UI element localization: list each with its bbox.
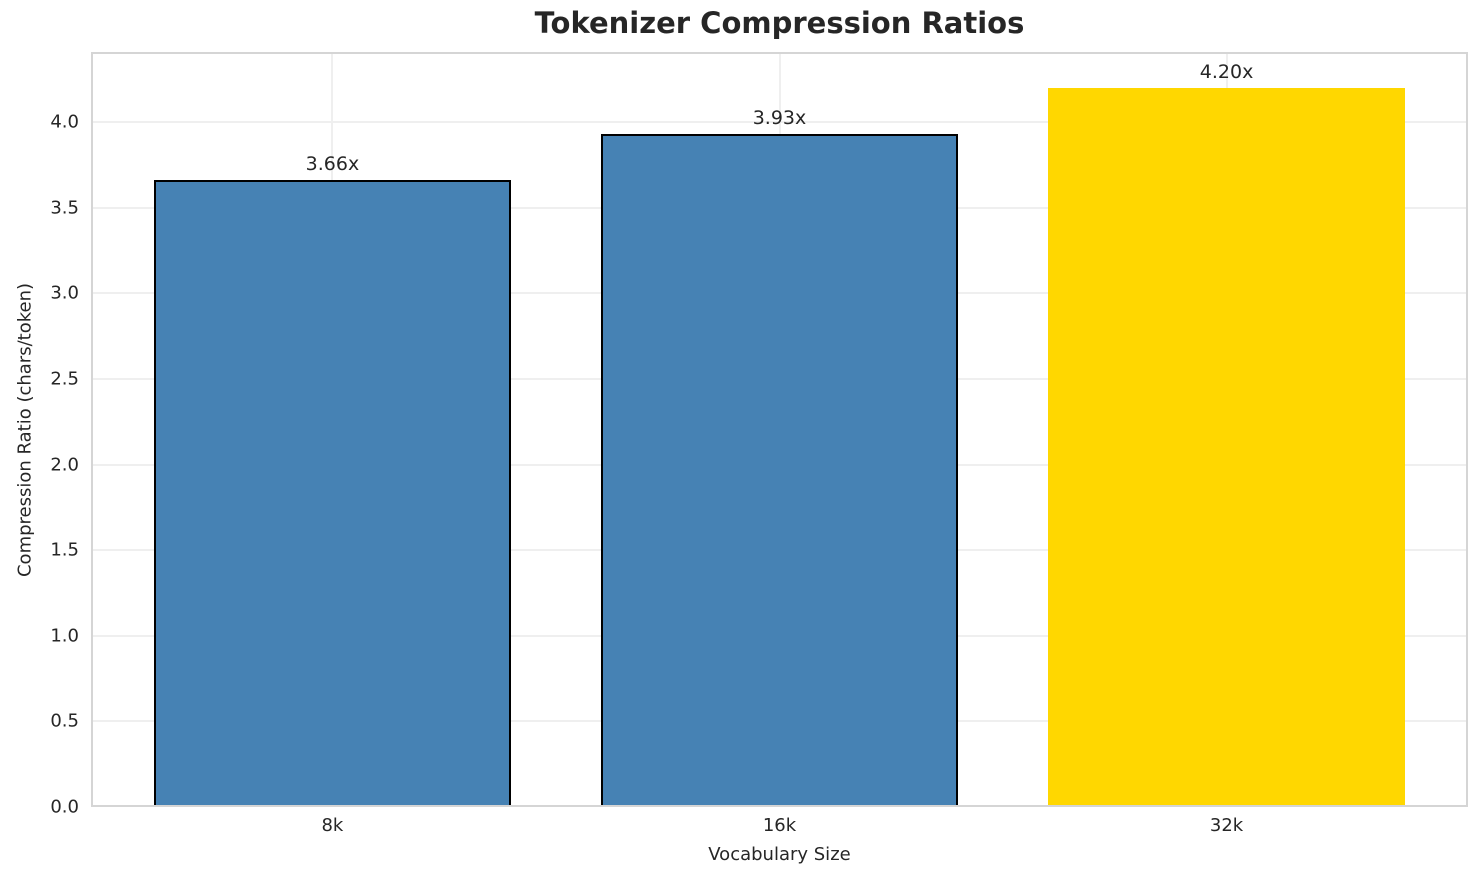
bar-value-label: 3.93x	[752, 107, 807, 130]
bar-32k	[1047, 87, 1406, 807]
y-axis-label: Compression Ratio (chars/token)	[14, 282, 36, 578]
y-tick-label: 2.5	[50, 368, 79, 390]
bar-16k	[600, 134, 959, 807]
x-tick-label: 8k	[321, 815, 344, 836]
x-tick-label: 32k	[1209, 815, 1244, 836]
bar-8k	[153, 180, 512, 807]
bar-value-label: 3.66x	[305, 153, 360, 176]
y-tick-label: 1.5	[50, 539, 79, 561]
y-tick-label: 0.5	[50, 710, 79, 732]
y-tick-label: 3.5	[50, 197, 79, 219]
y-tick-label: 0.0	[50, 796, 79, 818]
chart-title: Tokenizer Compression Ratios	[534, 6, 1025, 40]
x-axis-label: Vocabulary Size	[708, 844, 851, 865]
x-tick-label: 16k	[762, 815, 797, 836]
y-tick-label: 1.0	[50, 625, 79, 647]
bar-value-label: 4.20x	[1199, 60, 1254, 83]
y-tick-label: 3.0	[50, 282, 79, 304]
y-tick-label: 2.0	[50, 454, 79, 476]
plot-area: 3.66x 3.93x 4.20x	[91, 52, 1468, 807]
y-tick-label: 4.0	[50, 111, 79, 133]
